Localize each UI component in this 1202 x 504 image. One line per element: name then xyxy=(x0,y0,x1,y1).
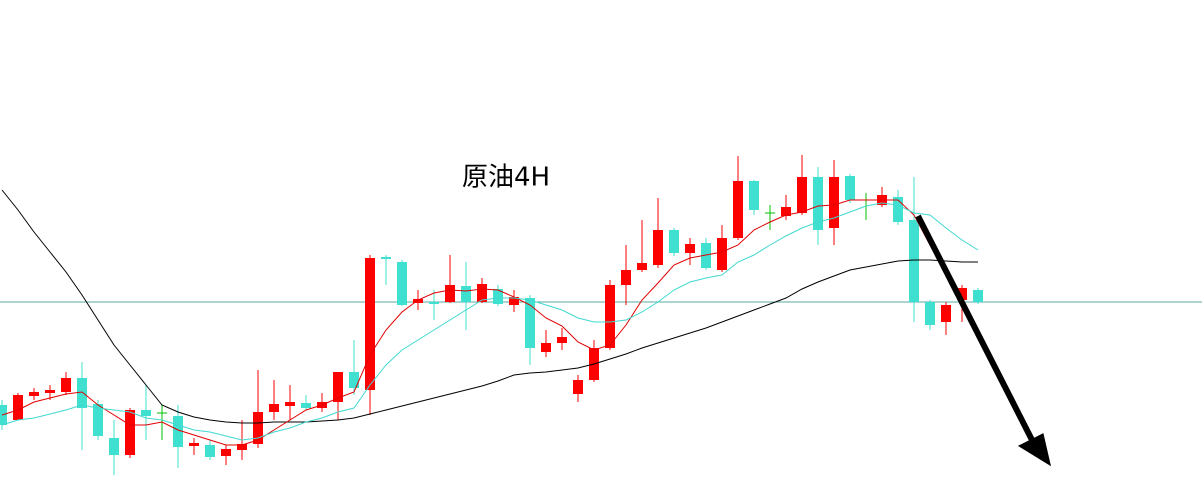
chart-title: 原油4H xyxy=(462,163,550,193)
candle-body xyxy=(477,284,487,302)
candle-body xyxy=(685,244,695,253)
candle-body xyxy=(301,403,311,408)
candle-body xyxy=(797,177,807,213)
candle-body xyxy=(957,288,967,300)
candle-body xyxy=(333,372,343,402)
candle-body xyxy=(285,402,295,406)
candle-body xyxy=(557,337,567,343)
candle-body xyxy=(541,343,551,352)
candle-body xyxy=(349,372,359,388)
candle-body xyxy=(237,444,247,450)
candle-body xyxy=(605,285,615,348)
candle-body xyxy=(221,449,231,456)
plot xyxy=(0,155,1202,475)
candle-body xyxy=(29,392,39,396)
candle-body xyxy=(781,207,791,216)
candle-body xyxy=(637,263,647,270)
arrow xyxy=(915,214,1052,467)
candle-body xyxy=(141,410,151,416)
candle-body xyxy=(749,181,759,210)
candle-body xyxy=(413,299,423,303)
candle-body xyxy=(45,390,55,393)
candle-body xyxy=(93,404,103,436)
candle-body xyxy=(813,177,823,230)
candle-body xyxy=(61,378,71,392)
candle-body xyxy=(621,270,631,285)
candle-body xyxy=(109,438,119,455)
candle-body xyxy=(829,177,839,228)
candle-body xyxy=(269,404,279,412)
moving-average-line xyxy=(1,189,978,424)
candle-body xyxy=(429,302,439,304)
arrow-shaft xyxy=(915,214,1035,442)
arrow-head xyxy=(1017,433,1052,467)
candle-body xyxy=(973,290,983,302)
candle-body xyxy=(189,443,199,446)
candle-body xyxy=(461,286,471,302)
candle-body xyxy=(381,257,391,259)
candle-body xyxy=(253,412,263,444)
candle-body xyxy=(173,416,183,447)
candle-body xyxy=(525,298,535,348)
candle-body xyxy=(157,412,167,414)
moving-average-line xyxy=(1,199,963,446)
candle-body xyxy=(669,230,679,253)
candle-body xyxy=(941,305,951,322)
candle-body xyxy=(125,410,135,455)
candle-body xyxy=(13,395,23,420)
candle-body xyxy=(509,297,519,305)
moving-average-line xyxy=(1,202,979,441)
candle-body xyxy=(397,262,407,305)
candle-body xyxy=(573,380,583,394)
candle-body xyxy=(717,238,727,270)
candle-body xyxy=(893,197,903,222)
candle-body xyxy=(925,302,935,325)
candle-body xyxy=(205,445,215,457)
candle-body xyxy=(733,181,743,238)
candle-body xyxy=(909,220,919,302)
candle-body xyxy=(653,230,663,265)
candle-body xyxy=(765,212,775,214)
candle-body xyxy=(365,258,375,390)
candle-body xyxy=(493,289,503,304)
candle-body xyxy=(845,176,855,200)
candle-body xyxy=(445,285,455,302)
candle-body xyxy=(77,378,87,408)
